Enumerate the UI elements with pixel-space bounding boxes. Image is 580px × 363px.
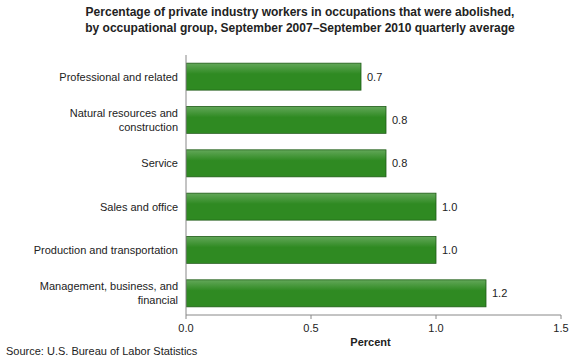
data-label: 0.7 [367, 71, 382, 83]
chart: Percentage of private industry workers i… [0, 0, 580, 363]
tick [561, 315, 562, 319]
bar [186, 280, 486, 307]
category-label: Service [141, 157, 178, 169]
bar [186, 63, 361, 90]
tick-label: 0.0 [178, 322, 193, 334]
data-label: 1.0 [442, 244, 457, 256]
data-label: 0.8 [392, 114, 407, 126]
tick [436, 315, 437, 319]
bar [186, 193, 436, 220]
tick-label: 1.0 [428, 322, 443, 334]
x-axis [186, 315, 561, 316]
category-label: Management, business, andfinancial [40, 280, 178, 306]
source: Source: U.S. Bureau of Labor Statistics [6, 345, 198, 357]
category-label: Sales and office [100, 201, 178, 213]
data-label: 1.0 [442, 201, 457, 213]
bar [186, 237, 436, 264]
tick [186, 315, 187, 319]
data-label: 0.8 [392, 157, 407, 169]
tick-label: 1.5 [553, 322, 568, 334]
data-label: 1.2 [492, 287, 507, 299]
title: Percentage of private industry workers i… [85, 5, 515, 35]
y-axis [186, 55, 187, 315]
axis-label: Percent [350, 336, 391, 348]
bar [186, 107, 386, 134]
category-label: Production and transportation [34, 244, 178, 256]
tick-label: 0.5 [303, 322, 318, 334]
bar [186, 150, 386, 177]
category-label: Natural resources andconstruction [70, 107, 178, 133]
bars [186, 63, 486, 307]
tick [311, 315, 312, 319]
category-label: Professional and related [59, 71, 178, 83]
